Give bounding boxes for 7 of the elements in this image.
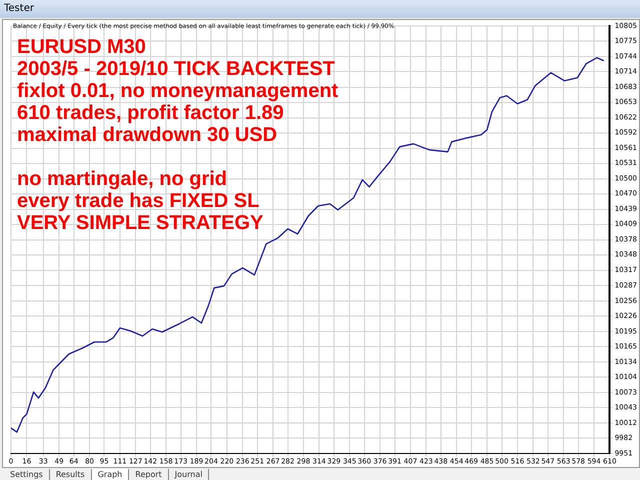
annotation: EURUSD M30 2003/5 - 2019/10 TICK BACKTEST fixlot 0.01, no moneymanagement 610 trades, profit factor 1.89 maximal drawdown 30 USD no martingale, no grid every trade has FIXED SL VERY SIMPLE STRATEGY <box>17 36 338 234</box>
text: Results <box>50 469 92 480</box>
text: Graph <box>92 469 130 480</box>
chart-title: Tester <box>0 0 640 18</box>
text: Settings <box>4 469 50 480</box>
text: Report <box>129 469 169 480</box>
text: Journal <box>168 469 210 480</box>
